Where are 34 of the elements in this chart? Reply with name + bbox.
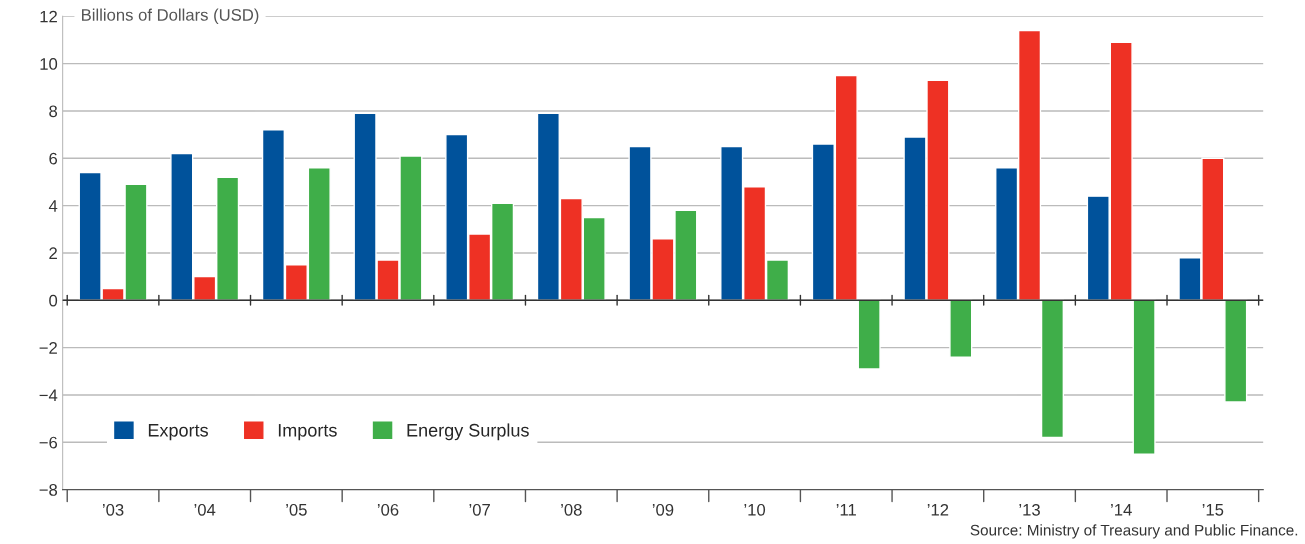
x-tick-label: ’04 [194, 503, 216, 516]
x-tick-label: ’08 [561, 503, 582, 516]
x-tick-label: ’12 [927, 503, 949, 516]
y-tick-label: −8 [39, 484, 58, 496]
legend-label: Energy Surplus [407, 423, 529, 441]
x-tick-label: ’06 [377, 503, 399, 516]
x-tick-label: ’13 [1019, 503, 1040, 516]
bar [949, 299, 973, 358]
x-tick-label: ’15 [1202, 504, 1224, 516]
y-tick-label: 8 [49, 105, 58, 118]
x-tick-label: ’03 [102, 503, 124, 516]
bar [1132, 299, 1156, 455]
bar [1224, 299, 1248, 403]
y-tick-label: 0 [49, 294, 58, 307]
x-tick-label: ’11 [836, 504, 856, 516]
y-tick-label: 6 [49, 152, 58, 165]
legend-label: Exports [148, 424, 208, 441]
x-tick-label: ’09 [652, 503, 674, 516]
bar [1040, 299, 1065, 439]
bar [857, 299, 881, 370]
y-tick-label: 12 [40, 10, 57, 23]
x-tick-label: ’05 [286, 503, 307, 516]
x-tick-label: ’10 [744, 503, 766, 516]
x-tick-label: ’14 [1111, 504, 1132, 516]
x-tick-label: ’07 [469, 503, 490, 516]
y-tick-label: 4 [48, 200, 58, 212]
source-note: Source: Ministry of Treasury and Public Finance. [970, 524, 1298, 539]
y-tick-label: 2 [49, 247, 57, 259]
y-tick-label: −2 [39, 342, 57, 354]
y-tick-label: −6 [39, 436, 58, 449]
y-axis-title: Billions of Dollars (USD) [82, 8, 259, 25]
y-tick-label: 10 [40, 58, 58, 70]
y-tick-label: −4 [39, 389, 58, 401]
legend-label: Imports [278, 424, 337, 441]
